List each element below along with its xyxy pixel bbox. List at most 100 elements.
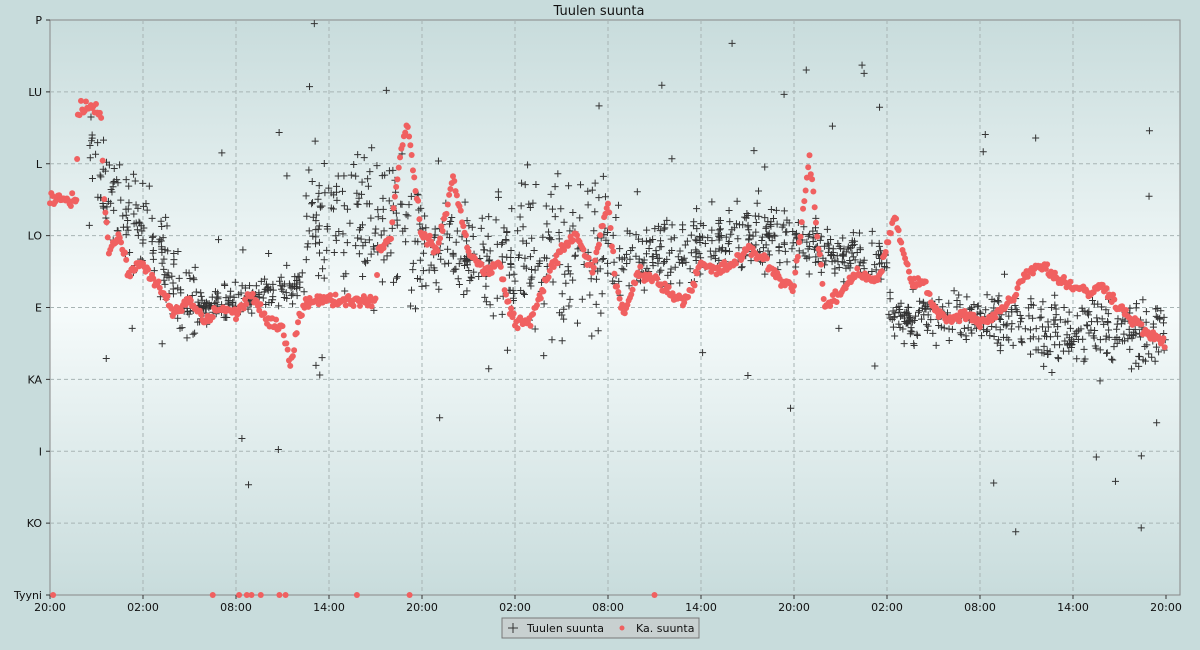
average-direction-point [905,268,912,275]
wind-direction-point [1137,524,1145,532]
wind-direction-point [660,220,668,228]
wind-direction-point [412,305,420,313]
average-direction-point [439,227,446,234]
wind-direction-point [696,232,704,240]
wind-direction-point [1027,295,1035,303]
average-direction-point [956,318,963,325]
wind-direction-point [974,302,982,310]
average-direction-point [669,290,676,297]
wind-direction-point [367,250,375,258]
wind-direction-point [1032,325,1040,333]
wind-direction-point [404,212,412,220]
wind-direction-point [97,173,105,181]
average-direction-points [47,97,1168,598]
wind-direction-point [983,326,991,334]
wind-direction-point [208,293,216,301]
wind-direction-point [752,241,760,249]
average-direction-point [437,235,444,242]
wind-direction-point [191,263,199,271]
wind-direction-point [573,319,581,327]
wind-direction-point [687,231,695,239]
average-direction-point [187,297,194,304]
wind-direction-point [776,259,784,267]
average-direction-point [50,592,57,598]
average-direction-point [585,254,592,261]
wind-direction-point [327,204,335,212]
wind-direction-point [615,254,623,262]
wind-direction-point [230,293,238,301]
average-direction-point [763,255,770,262]
wind-direction-point [1080,345,1088,353]
wind-direction-point [609,277,617,285]
wind-direction-point [461,198,469,206]
average-direction-point [434,247,441,254]
wind-direction-point [277,282,285,290]
wind-direction-point [278,285,286,293]
wind-direction-point [443,230,451,238]
wind-direction-point [745,236,753,244]
average-direction-point [732,260,739,267]
wind-direction-point [498,253,506,261]
wind-direction-point [122,211,130,219]
wind-direction-point [656,227,664,235]
average-direction-point [397,154,404,161]
wind-direction-point [469,233,477,241]
average-direction-point [589,269,596,276]
wind-direction-point [906,330,914,338]
average-direction-point [797,233,804,240]
wind-direction-point [1113,339,1121,347]
average-direction-point [150,275,157,282]
wind-direction-point [92,150,100,158]
wind-direction-point [1064,317,1072,325]
average-direction-point [691,282,698,289]
wind-direction-point [565,182,573,190]
average-direction-point [1013,291,1020,298]
wind-direction-point [539,233,547,241]
wind-direction-point [1079,307,1087,315]
wind-direction-point [262,280,270,288]
wind-direction-point [1075,326,1083,334]
wind-direction-point [555,228,563,236]
wind-direction-point [122,176,130,184]
wind-direction-point [859,259,867,267]
average-direction-point [530,311,537,318]
wind-direction-point [174,284,182,292]
wind-direction-point [275,277,283,285]
wind-direction-point [267,299,275,307]
wind-direction-point [446,220,454,228]
wind-direction-point [871,261,879,269]
average-direction-point [298,312,305,319]
wind-direction-point [716,225,724,233]
average-direction-point [926,290,933,297]
wind-direction-point [990,333,998,341]
wind-direction-point [1016,311,1024,319]
wind-direction-point [858,61,866,69]
wind-direction-point [420,249,428,257]
wind-direction-point [701,240,709,248]
wind-direction-point [431,231,439,239]
wind-direction-point [320,274,328,282]
wind-direction-point [586,291,594,299]
wind-direction-point [850,241,858,249]
average-direction-point [353,592,360,598]
wind-direction-point [599,172,607,180]
average-direction-point [811,204,818,211]
wind-direction-point [486,301,494,309]
wind-direction-point [1126,345,1134,353]
wind-direction-point [1083,322,1091,330]
wind-direction-point [736,221,744,229]
wind-direction-point [615,277,623,285]
average-direction-point [415,197,422,204]
legend-label-average: Ka. suunta [636,622,694,635]
wind-direction-point [357,224,365,232]
wind-direction-point [578,295,586,303]
wind-direction-point [895,320,903,328]
wind-direction-point [437,255,445,263]
wind-direction-point [801,252,809,260]
average-direction-point [404,123,411,130]
wind-direction-point [824,239,832,247]
wind-direction-point [679,226,687,234]
wind-direction-point [828,258,836,266]
wind-direction-point [649,252,657,260]
wind-direction-point [282,289,290,297]
